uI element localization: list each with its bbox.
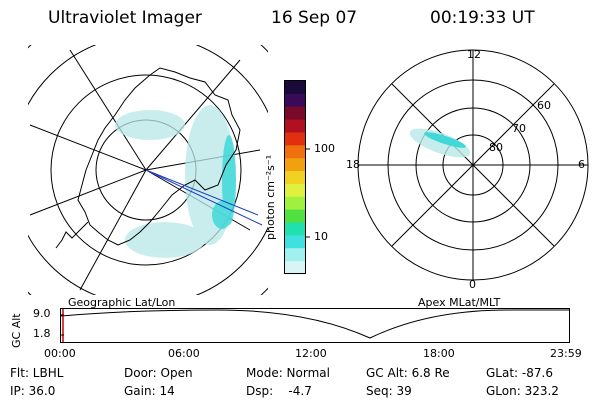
colorbar-segment — [285, 261, 305, 275]
altitude-xtick-2359: 23:59 — [550, 347, 582, 360]
altitude-xtick-1800: 18:00 — [423, 347, 455, 360]
colorbar-segment — [285, 106, 305, 121]
colorbar-segment — [285, 196, 305, 211]
colorbar-segment — [285, 209, 305, 224]
aurora-mlt-band — [424, 132, 466, 148]
glat-info: GLat: -87.6 — [486, 366, 553, 380]
colorbar-segment — [285, 183, 305, 198]
aurora-mlt-glow — [409, 128, 471, 158]
colorbar-unit-label: photon cm⁻²s⁻¹ — [264, 154, 277, 240]
time-label: 00:19:33 UT — [430, 8, 535, 28]
antarctica-coastline — [77, 67, 241, 246]
altitude-xtick-1200: 12:00 — [295, 347, 327, 360]
altitude-xtick-0600: 06:00 — [168, 347, 200, 360]
colorbar-segment — [285, 158, 305, 172]
mlt-label-6: 6 — [578, 158, 585, 171]
colorbar-segment — [285, 81, 305, 95]
altitude-ylabel: GC Alt — [10, 313, 23, 348]
aurora-bright-band — [212, 135, 236, 229]
dsp-info: Dsp: -4.7 — [246, 384, 312, 398]
ip-info: IP: 36.0 — [10, 384, 56, 398]
mlt-label-12: 12 — [467, 48, 481, 61]
filter-info: Flt: LBHL — [10, 366, 64, 380]
altitude-xtick-0000: 00:00 — [44, 347, 76, 360]
peninsula-coastline — [55, 221, 89, 249]
mlat-mlt-polar-plot — [357, 49, 589, 281]
left-panel-caption: Geographic Lat/Lon — [68, 296, 176, 309]
altitude-curve — [60, 309, 569, 339]
gc-alt-info: GC Alt: 6.8 Re — [366, 366, 450, 380]
colorbar-segment — [285, 132, 305, 146]
mlat-label-80: 80 — [489, 141, 503, 154]
colorbar-segment — [285, 222, 305, 236]
glon-info: GLon: 323.2 — [486, 384, 559, 398]
colorbar-tick-100: 100 — [314, 142, 335, 155]
gain-info: Gain: 14 — [124, 384, 175, 398]
track-line — [145, 169, 263, 226]
mode-info: Mode: Normal — [246, 366, 330, 380]
mlt-label-0: 0 — [469, 278, 476, 291]
date-label: 16 Sep 07 — [271, 8, 358, 28]
colorbar-tick-10: 10 — [314, 230, 328, 243]
altitude-ytick-1-8: 1.8 — [33, 327, 51, 340]
colorbar-segment — [285, 93, 305, 108]
altitude-plot — [60, 308, 570, 343]
seq-info: Seq: 39 — [366, 384, 412, 398]
colorbar-segment — [285, 119, 305, 133]
colorbar-segment — [285, 248, 305, 262]
colorbar-segment — [285, 145, 305, 159]
geographic-map — [28, 45, 268, 295]
mlat-label-70: 70 — [512, 122, 526, 135]
mlt-label-18: 18 — [346, 158, 360, 171]
altitude-ytick-9: 9.0 — [33, 307, 51, 320]
right-panel-caption: Apex MLat/MLT — [418, 296, 501, 309]
instrument-title: Ultraviolet Imager — [48, 8, 202, 28]
colorbar-segment — [285, 171, 305, 185]
mlat-label-60: 60 — [537, 99, 551, 112]
color-bar — [284, 80, 310, 275]
colorbar-segment — [285, 235, 305, 249]
door-info: Door: Open — [124, 366, 193, 380]
